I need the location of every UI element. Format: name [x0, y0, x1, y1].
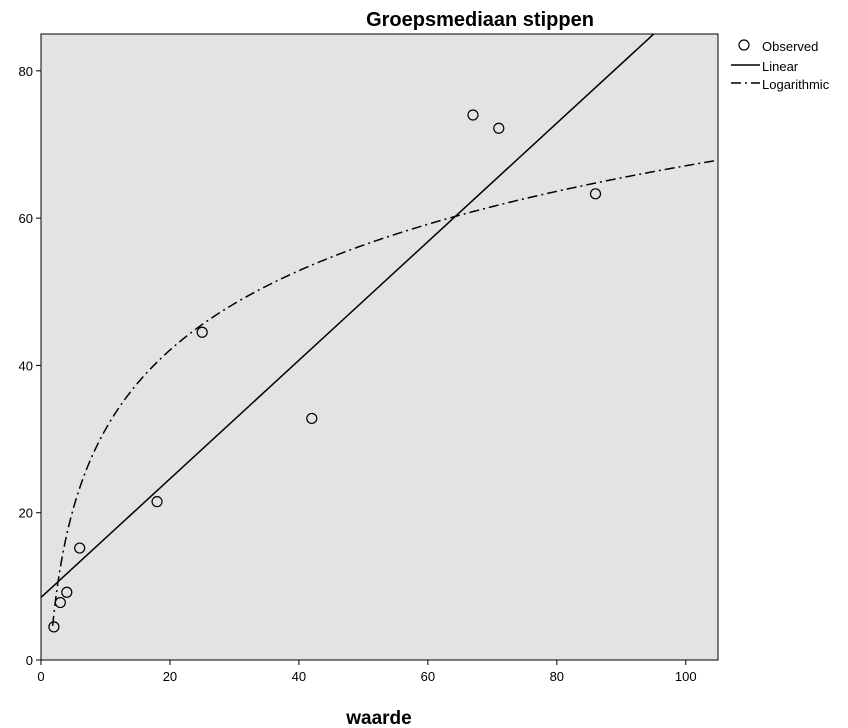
legend-logarithmic-label: Logarithmic	[762, 77, 830, 92]
x-tick-label: 100	[675, 669, 697, 684]
observed-point	[467, 109, 479, 121]
y-tick-label: 80	[19, 64, 33, 79]
plot-area	[40, 33, 719, 661]
observed-point	[74, 542, 86, 554]
observed-point	[48, 621, 60, 633]
chart-title: Groepsmediaan stippen	[366, 9, 594, 31]
observed-point	[493, 122, 505, 134]
x-tick-label: 60	[421, 669, 435, 684]
x-tick-label: 40	[292, 669, 306, 684]
legend-observed-label: Observed	[762, 39, 818, 54]
x-tick-label: 80	[550, 669, 564, 684]
observed-point	[306, 412, 318, 425]
logarithmic-fit-line	[51, 159, 717, 626]
observed-point	[196, 326, 208, 338]
x-axis-title: waarde	[345, 708, 411, 728]
y-tick-label: 0	[26, 653, 33, 668]
legend-linear-label: Linear	[762, 59, 799, 74]
linear-fit-line	[41, 34, 655, 598]
legend: Observed Linear Logarithmic	[731, 39, 830, 92]
observed-point	[151, 496, 163, 508]
observed-point	[589, 188, 602, 200]
legend-observed-symbol	[738, 39, 750, 51]
y-tick-label: 60	[19, 211, 33, 226]
observed-point	[61, 586, 73, 598]
observed-point	[54, 596, 66, 609]
x-tick-label: 0	[37, 669, 44, 684]
y-tick-label: 40	[19, 358, 33, 373]
y-tick-label: 20	[19, 506, 33, 521]
x-tick-label: 20	[163, 669, 177, 684]
